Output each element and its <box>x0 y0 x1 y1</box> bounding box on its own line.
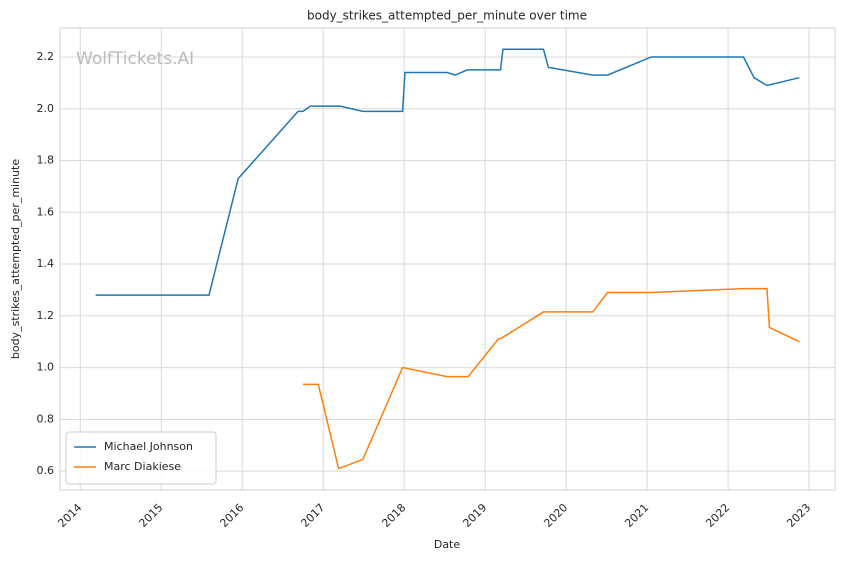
series-line <box>95 48 800 296</box>
y-tick-label: 1.4 <box>37 257 55 270</box>
legend-label: Marc Diakiese <box>104 460 181 473</box>
grid <box>60 28 835 490</box>
x-tick-label: 2019 <box>460 501 489 530</box>
plot-area <box>59 27 836 491</box>
y-tick-label: 1.8 <box>37 154 55 167</box>
x-axis-label: Date <box>434 538 461 551</box>
x-tick-label: 2016 <box>217 501 246 530</box>
y-tick-label: 2.0 <box>37 102 55 115</box>
y-tick-label: 0.6 <box>37 464 55 477</box>
legend-box <box>65 431 217 485</box>
x-tick-label: 2022 <box>703 501 732 530</box>
x-tick-label: 2015 <box>136 501 165 530</box>
x-tick-label: 2017 <box>298 501 327 530</box>
y-tick-label: 1.6 <box>37 205 55 218</box>
y-tick-label: 1.0 <box>37 361 55 374</box>
legend-label: Michael Johnson <box>104 440 193 453</box>
y-axis-label: body_strikes_attempted_per_minute <box>9 159 22 359</box>
y-tick-label: 2.2 <box>37 50 55 63</box>
series-line <box>302 287 800 470</box>
x-tick-label: 2018 <box>379 501 408 530</box>
x-tick-label: 2023 <box>784 501 813 530</box>
x-tick-label: 2020 <box>541 501 570 530</box>
y-tick-label: 0.8 <box>37 412 55 425</box>
y-tick-label: 1.2 <box>37 309 55 322</box>
chart-title: body_strikes_attempted_per_minute over t… <box>307 9 587 23</box>
watermark: WolfTickets.AI <box>76 49 194 69</box>
x-tick-label: 2014 <box>55 501 84 530</box>
x-tick-label: 2021 <box>622 501 651 530</box>
